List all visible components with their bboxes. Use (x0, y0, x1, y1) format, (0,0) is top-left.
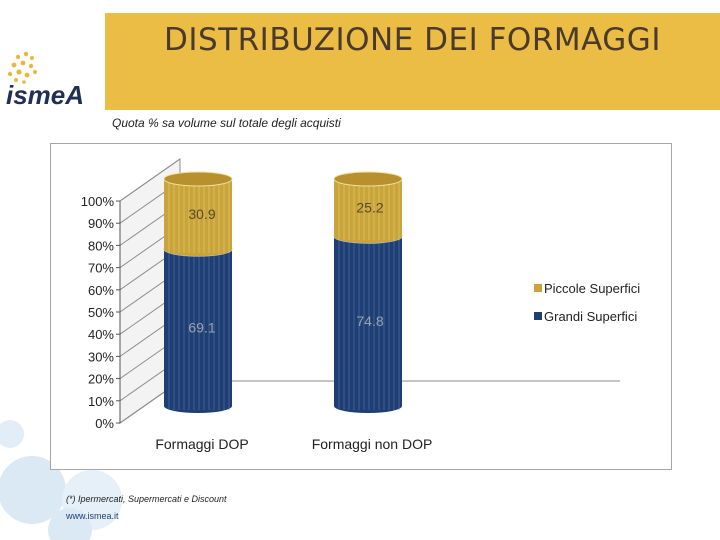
title-band (105, 13, 720, 110)
legend-label: Grandi Superfici (544, 309, 637, 324)
y-tick-label: 50% (88, 305, 114, 320)
bar-piccole-superfici (164, 179, 232, 257)
data-label-piccole: 25.2 (356, 200, 383, 216)
bar-piccole-top (333, 171, 403, 187)
bar-piccole-top (163, 171, 233, 187)
stacked-bar-chart: 0% 10% 20% 30% 40% 50% 60% 70% 80% 90% 100% 69.1 30.… (81, 158, 640, 452)
ismea-logo: ismeA (6, 51, 84, 110)
legend-label: Piccole Superfici (544, 281, 640, 296)
website-link[interactable]: www.ismea.it (66, 511, 119, 521)
y-tick-label: 30% (88, 349, 114, 364)
bar-grandi-superfici (164, 249, 232, 413)
page-title: DISTRIBUZIONE DEI FORMAGGI (164, 22, 661, 58)
y-tick-label: 40% (88, 327, 114, 342)
grid-line (119, 158, 181, 202)
legend-swatch (534, 312, 542, 320)
legend-swatch (534, 284, 542, 292)
data-label-grandi: 74.8 (356, 313, 383, 329)
bar-grandi-superfici (334, 236, 402, 413)
y-tick-label: 80% (88, 238, 114, 253)
decorative-bubbles (0, 420, 122, 540)
svg-text:ismeA: ismeA (6, 80, 84, 110)
x-category-label: Formaggi non DOP (312, 436, 433, 452)
y-tick-label: 0% (95, 416, 114, 431)
footnote: (*) Ipermercati, Supermercati e Discount (66, 494, 227, 504)
y-tick-label: 100% (81, 194, 115, 209)
data-label-grandi: 69.1 (188, 320, 215, 336)
x-category-label: Formaggi DOP (155, 436, 248, 452)
y-tick-label: 70% (88, 261, 114, 276)
y-tick-label: 20% (88, 372, 114, 387)
y-tick-label: 90% (88, 216, 114, 231)
y-tick-label: 60% (88, 283, 114, 298)
chart-subtitle: Quota % sa volume sul totale degli acqui… (112, 116, 341, 130)
data-label-piccole: 30.9 (188, 206, 215, 222)
y-tick-label: 10% (88, 394, 114, 409)
bar-piccole-superfici (334, 179, 402, 244)
